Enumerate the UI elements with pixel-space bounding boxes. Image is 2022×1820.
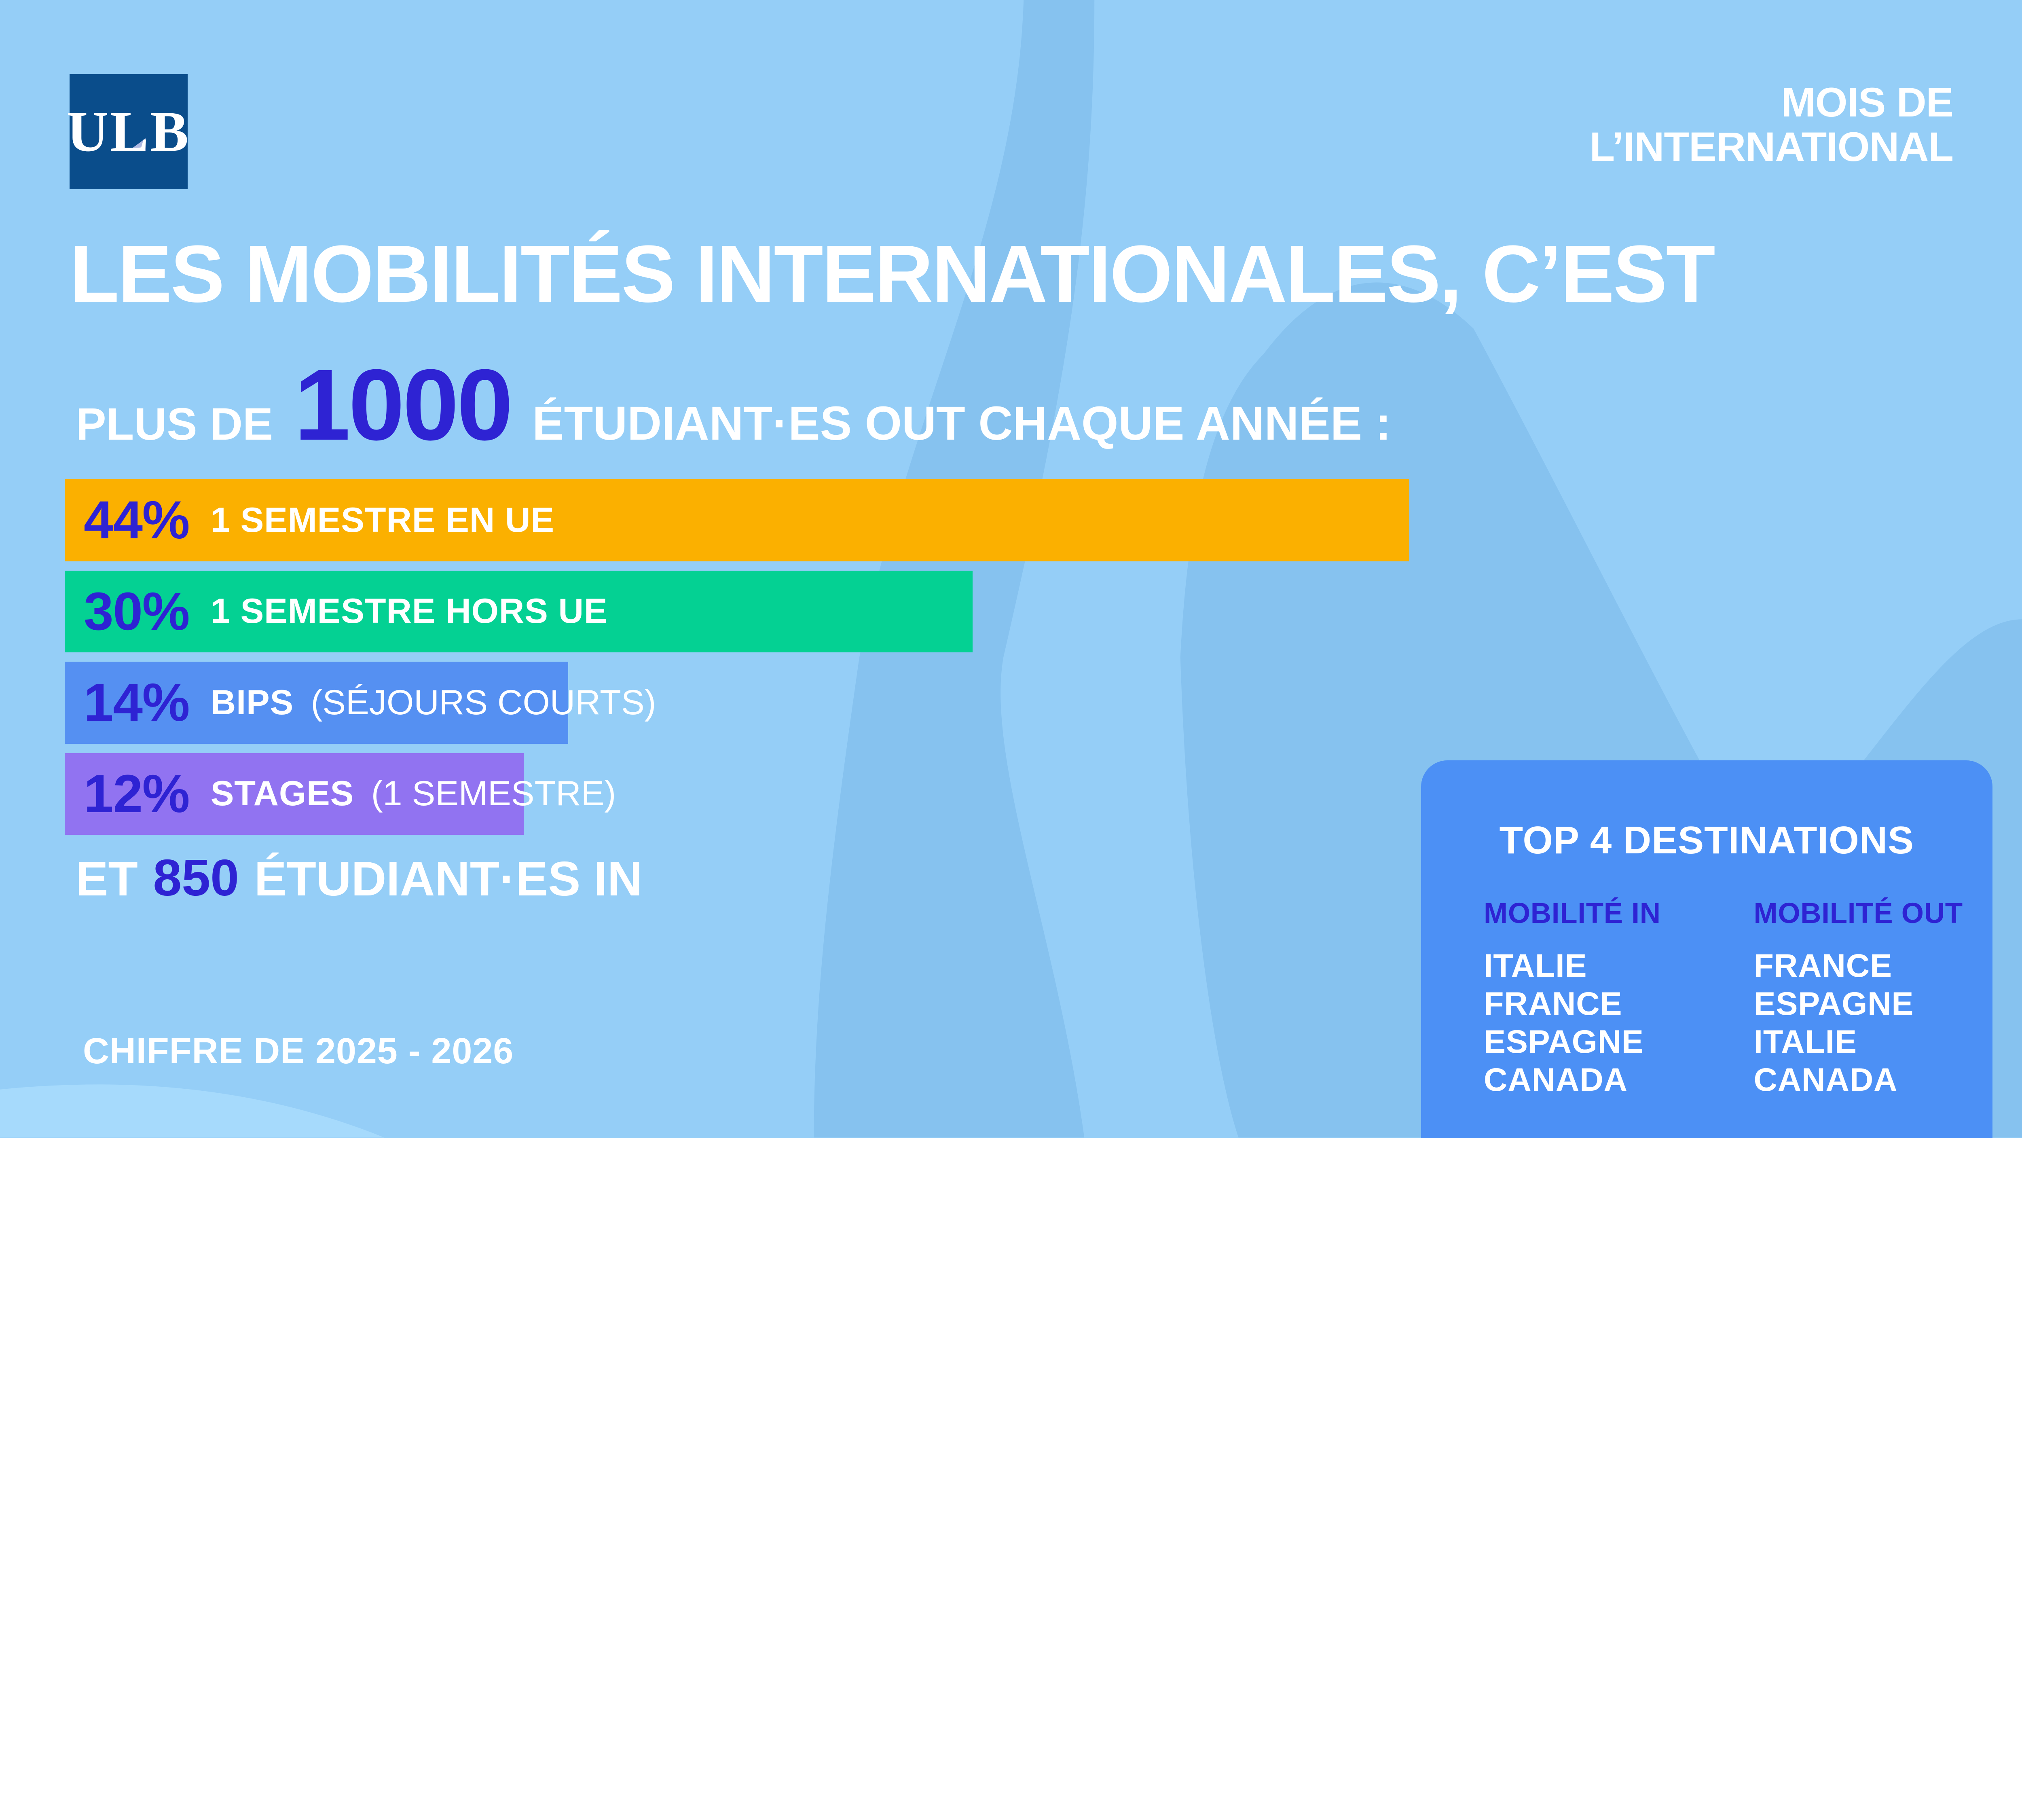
bar-note: (SÉJOURS COURTS) (311, 683, 656, 722)
ulb-logo-text: ULB (67, 99, 190, 163)
destination-item: CANADA (1753, 1062, 1898, 1098)
light-wave-corner (0, 1084, 384, 1138)
destination-item: ESPAGNE (1484, 1024, 1644, 1060)
bar-stages: 12% STAGES (1 SEMESTRE) (64, 753, 616, 835)
bar-semestre-en-ue: 44% 1 SEMESTRE EN UE (64, 479, 1409, 561)
students-out-count: 1000 (294, 348, 513, 461)
destinations-column-header: MOBILITÉ OUT (1753, 897, 1963, 929)
destination-item: ITALIE (1484, 948, 1587, 984)
dark-wave-stroke (814, 0, 1095, 1138)
footnote: CHIFFRE DE 2025 - 2026 (83, 1031, 514, 1071)
destination-item: ITALIE (1753, 1024, 1857, 1060)
destinations-panel-title: TOP 4 DESTINATIONS (1499, 818, 1914, 862)
students-in-prefix: ET (76, 851, 138, 906)
destinations-column-header: MOBILITÉ IN (1484, 897, 1661, 929)
event-badge-line2: L’INTERNATIONAL (1589, 123, 1954, 170)
students-in-line: ET 850 ÉTUDIANT·ES IN (76, 849, 643, 908)
bar-percent: 12% (84, 764, 190, 824)
event-badge-line1: MOIS DE (1781, 78, 1954, 125)
mobility-bar-chart: 44% 1 SEMESTRE EN UE 30% 1 SEMESTRE HORS UE… (64, 479, 1409, 844)
bar-label: BIPS (210, 683, 294, 722)
event-badge: MOIS DE L’INTERNATIONAL (1589, 78, 1954, 170)
destinations-columns: MOBILITÉ IN ITALIE FRANCE ESPAGNE CANADA MOBI… (1421, 897, 1992, 1099)
students-out-prefix: PLUS DE (76, 398, 273, 449)
ulb-logo: ULB (67, 74, 190, 189)
students-out-line: PLUS DE 1000 ÉTUDIANT·ES OUT CHAQUE ANNÉ… (76, 348, 1391, 461)
destinations-column-out: MOBILITÉ OUT FRANCE ESPAGNE ITALIE CANADA (1754, 897, 1992, 1099)
students-out-suffix: ÉTUDIANT·ES OUT CHAQUE ANNÉE : (532, 397, 1391, 450)
infographic-canvas: ULB MOIS DE L’INTERNATIONAL LES MOBILITÉ… (0, 0, 2022, 1138)
bar-bips: 14% BIPS (SÉJOURS COURTS) (64, 662, 656, 744)
bar-label: STAGES (210, 774, 354, 813)
destination-item: ESPAGNE (1753, 986, 1914, 1022)
students-in-suffix: ÉTUDIANT·ES IN (254, 851, 643, 906)
page-title: LES MOBILITÉS INTERNATIONALES, C’EST (70, 229, 1715, 319)
bar-percent: 44% (84, 490, 190, 550)
bar-percent: 30% (84, 581, 190, 641)
bar-label: 1 SEMESTRE EN UE (210, 500, 554, 540)
bar-percent: 14% (84, 673, 190, 733)
ulb-logo-triangle-icon (128, 138, 146, 151)
destination-item: CANADA (1484, 1062, 1628, 1098)
destinations-panel: TOP 4 DESTINATIONS MOBILITÉ IN ITALIE FRAN… (1421, 760, 1992, 1138)
destinations-column-in: MOBILITÉ IN ITALIE FRANCE ESPAGNE CANADA (1484, 897, 1754, 1099)
destination-item: FRANCE (1753, 948, 1892, 984)
students-in-count: 850 (153, 849, 239, 907)
bar-note: (1 SEMESTRE) (371, 774, 616, 813)
bar-semestre-hors-ue: 30% 1 SEMESTRE HORS UE (64, 570, 973, 652)
destination-item: FRANCE (1484, 986, 1622, 1022)
bar-label: 1 SEMESTRE HORS UE (210, 592, 608, 631)
